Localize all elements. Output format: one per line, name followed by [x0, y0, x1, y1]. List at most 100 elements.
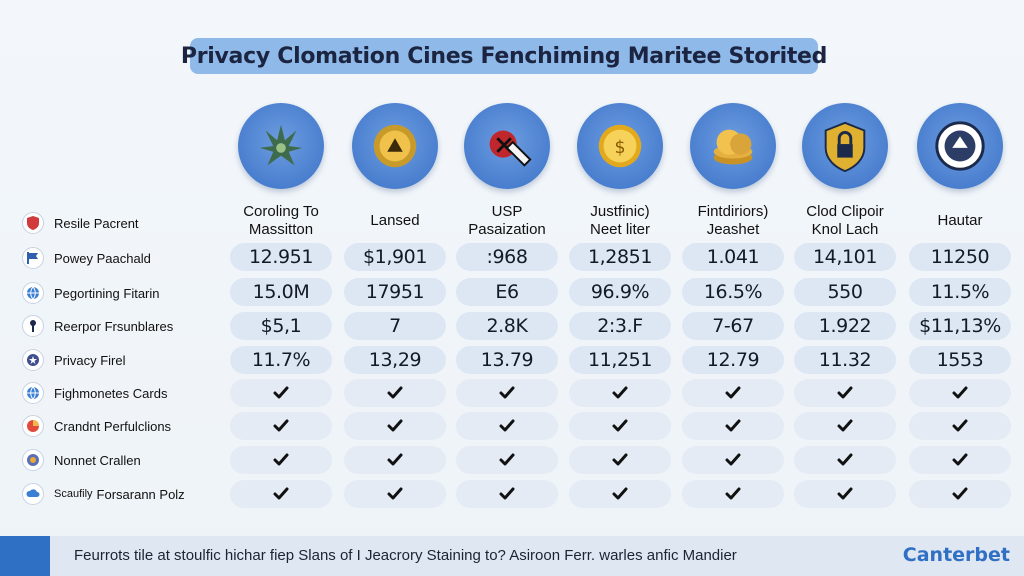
yellow-coin-icon[interactable]: $: [577, 103, 663, 189]
provider-column: Fintdiriors) Jeashet 1.041 16.5% 7-67 12.79: [678, 0, 788, 576]
check-cell: [909, 379, 1011, 407]
check-cell: [682, 446, 784, 474]
check-cell: [456, 480, 558, 508]
checkmark-icon: [837, 453, 853, 466]
value-cell: 17951: [344, 278, 446, 306]
checkmark-icon: [387, 487, 403, 500]
ink-pen-logo-icon[interactable]: [464, 103, 550, 189]
row-label: Fighmonetes Cards: [22, 379, 167, 407]
row-label: Resile Pacrent: [22, 209, 139, 237]
seal-emblem-icon[interactable]: [917, 103, 1003, 189]
row-label-text: Pegortining Fitarin: [54, 285, 160, 301]
shield-icon: [22, 212, 44, 234]
cloud-icon: [22, 483, 44, 505]
value-cell: 2:3.F: [569, 312, 671, 340]
provider-column: USP Pasaization:968 E6 2.8K 13.79: [452, 0, 562, 576]
column-header: Justfinic) Neet liter: [553, 203, 687, 239]
gold-coin-icon[interactable]: [352, 103, 438, 189]
check-cell: [682, 379, 784, 407]
checkmark-icon: [725, 386, 741, 399]
check-cell: [344, 446, 446, 474]
check-cell: [682, 480, 784, 508]
checkmark-icon: [499, 386, 515, 399]
plant-emblem-icon[interactable]: [238, 103, 324, 189]
footer-accent: [0, 536, 50, 576]
column-header-line: Massitton: [248, 221, 314, 238]
value-cell: 16.5%: [682, 278, 784, 306]
globe-icon: [22, 282, 44, 304]
check-cell: [230, 412, 332, 440]
check-cell: [230, 446, 332, 474]
checkmark-icon: [499, 419, 515, 432]
column-header-line: Jeashet: [706, 221, 760, 238]
checkmark-icon: [725, 453, 741, 466]
coin-stack-icon[interactable]: [690, 103, 776, 189]
globe-icon: [22, 382, 44, 404]
row-label: Nonnet Crallen: [22, 446, 141, 474]
value-cell: :968: [456, 243, 558, 271]
checkmark-icon: [499, 453, 515, 466]
check-cell: [794, 480, 896, 508]
column-header: Hautar: [893, 212, 1024, 230]
value-cell: $11,13%: [909, 312, 1011, 340]
svg-text:$: $: [614, 138, 625, 158]
provider-column: $ Justfinic) Neet liter 1,2851 96.9% 2:3.F 11,…: [565, 0, 675, 576]
checkmark-icon: [273, 386, 289, 399]
row-label-text: Nonnet Crallen: [54, 452, 141, 468]
provider-column: Coroling To Massitton 12.951 15.0M $5,1 11.7%: [226, 0, 336, 576]
value-cell: 7-67: [682, 312, 784, 340]
checkmark-icon: [387, 386, 403, 399]
row-label-text: Reerpor Frsunblares: [54, 318, 174, 334]
value-cell: 1.922: [794, 312, 896, 340]
row-label-text: Forsarann Polz: [96, 486, 185, 502]
checkmark-icon: [725, 487, 741, 500]
column-header-line: Coroling To: [243, 203, 319, 220]
checkmark-icon: [499, 487, 515, 500]
brand-logo[interactable]: Canterbet: [902, 544, 1010, 566]
column-header-line: Clod Clipoir: [806, 203, 884, 220]
row-label: Privacy Firel: [22, 346, 126, 374]
column-header: USP Pasaization: [440, 203, 574, 239]
column-header-line: Lansed: [370, 212, 420, 229]
chart-icon: [22, 415, 44, 437]
check-cell: [456, 379, 558, 407]
check-cell: [344, 412, 446, 440]
check-cell: [909, 412, 1011, 440]
value-cell: 1,2851: [569, 243, 671, 271]
check-cell: [456, 412, 558, 440]
column-header: Coroling To Massitton: [214, 203, 348, 239]
row-label-text: Crandnt Perfulclions: [54, 418, 172, 434]
check-cell: [569, 446, 671, 474]
column-header-line: Justfinic): [590, 203, 650, 220]
column-header-line: Pasaization: [468, 221, 546, 238]
row-label: Scaufily Forsarann Polz: [22, 480, 185, 508]
check-cell: [456, 446, 558, 474]
check-cell: [794, 379, 896, 407]
value-cell: 96.9%: [569, 278, 671, 306]
row-label-text: Fighmonetes Cards: [54, 385, 168, 401]
value-cell: 11,251: [569, 346, 671, 374]
checkmark-icon: [725, 419, 741, 432]
row-sub-label: Scaufily: [54, 488, 93, 500]
column-header: Fintdiriors) Jeashet: [666, 203, 800, 239]
shield-star-icon: [22, 349, 44, 371]
flag-icon: [22, 247, 44, 269]
title-banner: Privacy Clomation Cines Fenchiming Marit…: [181, 38, 827, 74]
lock-badge-icon[interactable]: [802, 103, 888, 189]
provider-column: Hautar 11250 11.5% $11,13% 1553: [905, 0, 1015, 576]
row-label: Crandnt Perfulclions: [22, 412, 171, 440]
column-header-line: Fintdiriors): [697, 203, 769, 220]
footer-text: Feurrots tile at stoulfic hichar fiep Sl…: [74, 547, 737, 564]
value-cell: 12.79: [682, 346, 784, 374]
checkmark-icon: [387, 453, 403, 466]
checkmark-icon: [952, 487, 968, 500]
check-cell: [569, 412, 671, 440]
value-cell: E6: [456, 278, 558, 306]
row-label: Powey Paachald: [22, 244, 151, 272]
checkmark-icon: [837, 386, 853, 399]
row-label: Reerpor Frsunblares: [22, 312, 173, 340]
check-cell: [794, 446, 896, 474]
checkmark-icon: [612, 419, 628, 432]
checkmark-icon: [612, 487, 628, 500]
